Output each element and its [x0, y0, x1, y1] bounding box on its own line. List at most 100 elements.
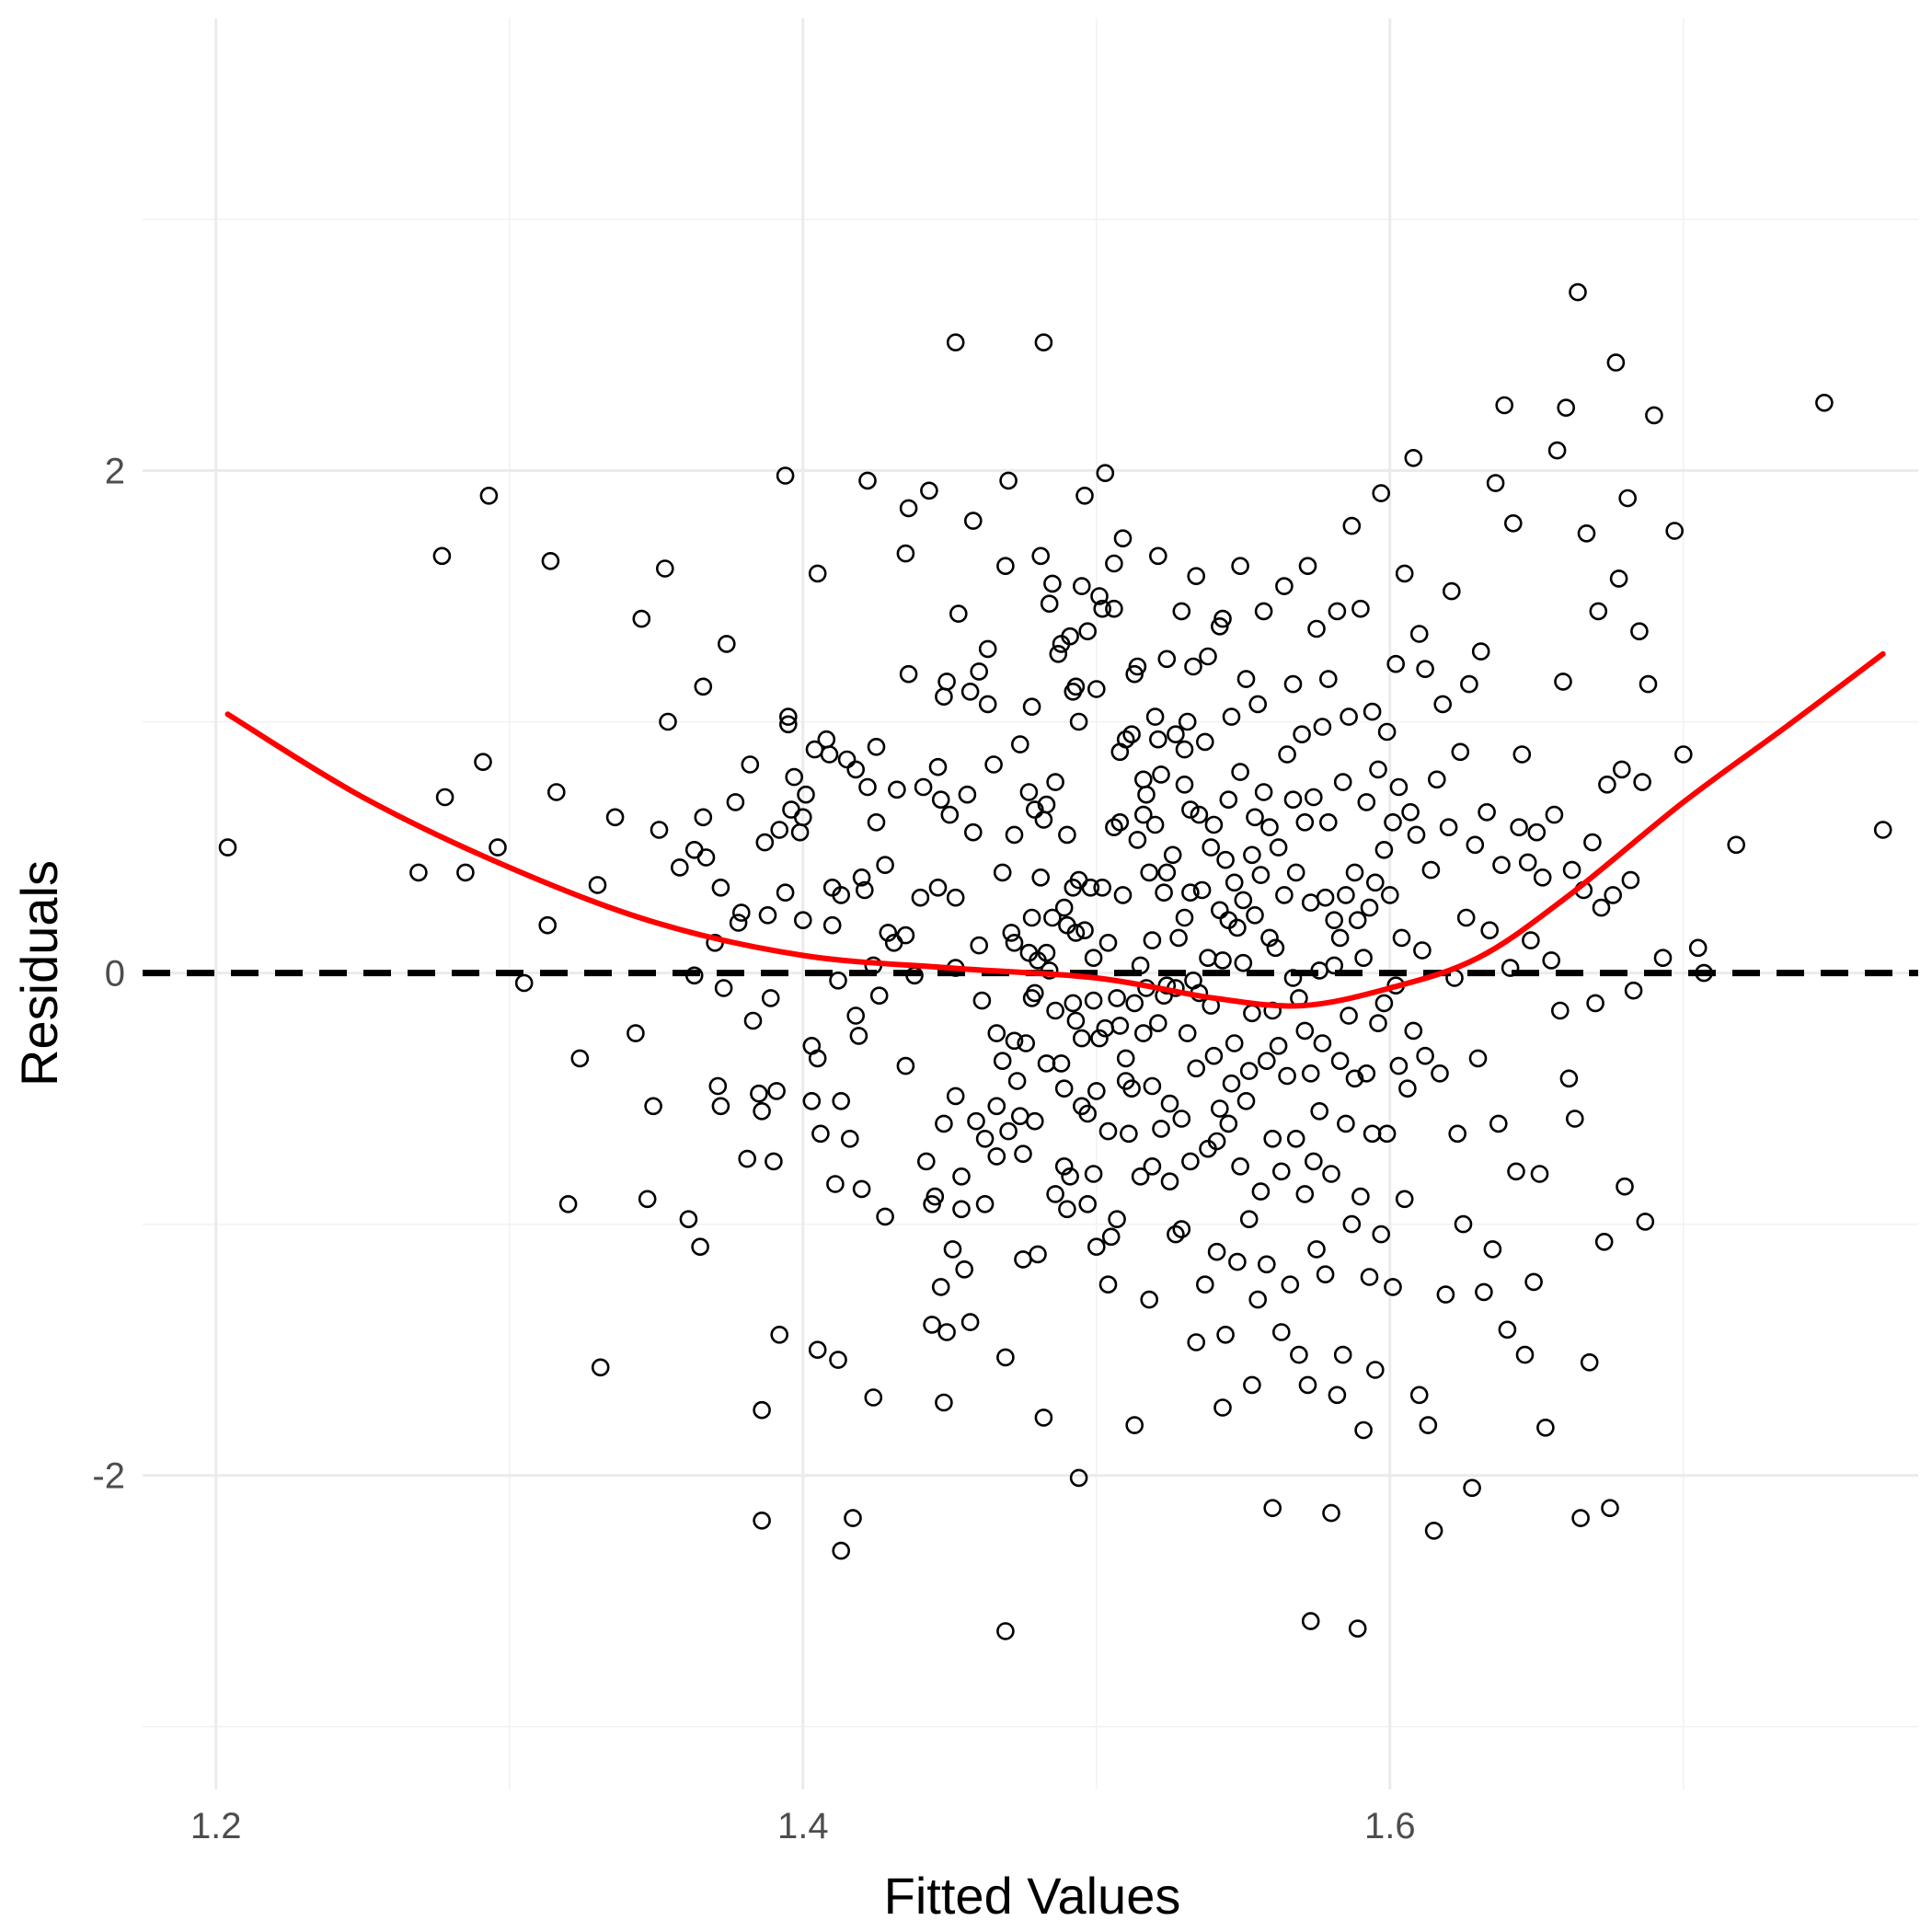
- data-point: [1246, 905, 1264, 925]
- data-point: [1258, 1255, 1276, 1274]
- data-point: [1098, 1275, 1118, 1294]
- data-point: [1522, 931, 1540, 949]
- data-point: [832, 1092, 851, 1110]
- data-point: [1468, 1049, 1488, 1068]
- data-point: [1345, 863, 1364, 882]
- data-point: [1011, 1107, 1029, 1125]
- data-point: [820, 745, 839, 764]
- data-point: [1134, 805, 1153, 824]
- data-point: [996, 1622, 1015, 1640]
- data-point: [1005, 825, 1024, 845]
- data-point: [632, 609, 651, 628]
- data-point: [1372, 1225, 1390, 1244]
- data-point: [1348, 911, 1367, 930]
- data-point: [1108, 1210, 1126, 1228]
- data-point: [987, 1097, 1006, 1116]
- data-point: [1307, 619, 1326, 638]
- data-point: [1389, 1056, 1409, 1075]
- data-point: [1108, 989, 1126, 1007]
- data-point: [1313, 718, 1332, 736]
- data-point: [1374, 840, 1394, 859]
- data-point: [1207, 1132, 1226, 1151]
- data-point: [1090, 1029, 1109, 1048]
- data-point: [1454, 1214, 1473, 1234]
- y-axis-title: Residuals: [10, 860, 68, 1087]
- data-point: [1278, 1066, 1296, 1086]
- data-point: [1211, 1099, 1229, 1118]
- data-point: [946, 1087, 965, 1106]
- loess-smooth-curve: [224, 650, 1886, 1009]
- data-point: [896, 544, 915, 563]
- data-point: [1357, 793, 1376, 811]
- data-point: [1557, 398, 1575, 418]
- data-point: [691, 1237, 709, 1256]
- data-point: [1653, 949, 1673, 967]
- data-point: [1084, 1165, 1103, 1183]
- data-point: [975, 1130, 995, 1148]
- data-point: [1337, 1114, 1355, 1133]
- data-point: [1234, 891, 1253, 910]
- data-point: [972, 991, 992, 1010]
- data-point: [770, 1326, 789, 1344]
- data-point: [1372, 484, 1390, 502]
- data-point: [1471, 642, 1490, 661]
- data-point: [1489, 1114, 1508, 1133]
- data-point: [758, 905, 777, 925]
- data-point: [960, 682, 980, 701]
- data-point: [1192, 880, 1212, 900]
- data-point: [538, 915, 558, 935]
- data-point: [767, 1082, 786, 1100]
- data-point: [1269, 1037, 1288, 1055]
- data-point: [797, 785, 815, 804]
- data-point: [1384, 812, 1402, 832]
- data-point: [1416, 660, 1434, 679]
- data-point: [1066, 677, 1086, 696]
- data-point: [1518, 853, 1537, 872]
- data-point: [1081, 878, 1100, 897]
- data-point: [1354, 1420, 1373, 1440]
- data-point: [1054, 1157, 1074, 1176]
- data-point: [1530, 1165, 1549, 1183]
- data-point: [1554, 673, 1572, 691]
- data-point: [1688, 938, 1708, 958]
- data-point: [958, 785, 977, 804]
- tick-labels: 1.2 1.4 1.6 -2 0 2: [92, 451, 1415, 1846]
- data-point: [1163, 845, 1182, 865]
- data-point: [1169, 928, 1188, 948]
- data-point: [1225, 873, 1244, 892]
- data-point: [1196, 732, 1214, 752]
- data-point: [1360, 898, 1379, 917]
- data-point: [1096, 464, 1115, 483]
- data-point: [650, 821, 669, 839]
- data-point: [1301, 893, 1320, 912]
- data-point: [1239, 1210, 1259, 1228]
- data-point: [896, 926, 915, 945]
- data-point: [1093, 599, 1111, 618]
- data-point: [1216, 1326, 1235, 1344]
- data-point: [829, 1351, 847, 1369]
- data-point: [1325, 956, 1343, 975]
- data-point: [1034, 1409, 1053, 1427]
- data-point: [1580, 1353, 1599, 1372]
- data-point: [1401, 802, 1420, 822]
- data-point: [1181, 800, 1200, 819]
- data-point: [1431, 1064, 1449, 1083]
- data-point: [1014, 1144, 1032, 1163]
- data-point: [840, 1130, 859, 1148]
- data-point: [1433, 695, 1452, 714]
- data-point: [1301, 1612, 1320, 1630]
- data-point: [1152, 1120, 1170, 1138]
- data-point: [1243, 845, 1261, 865]
- data-point: [1589, 602, 1608, 621]
- data-point: [1160, 1094, 1179, 1113]
- data-point: [1571, 1509, 1590, 1527]
- data-point: [844, 1509, 862, 1527]
- data-point: [1283, 674, 1303, 694]
- data-point: [1409, 625, 1429, 643]
- data-point: [1305, 788, 1323, 807]
- data-point: [876, 856, 894, 875]
- data-point: [1351, 1187, 1370, 1206]
- data-point: [770, 821, 789, 839]
- data-point: [1639, 674, 1658, 694]
- data-point: [1536, 1419, 1555, 1437]
